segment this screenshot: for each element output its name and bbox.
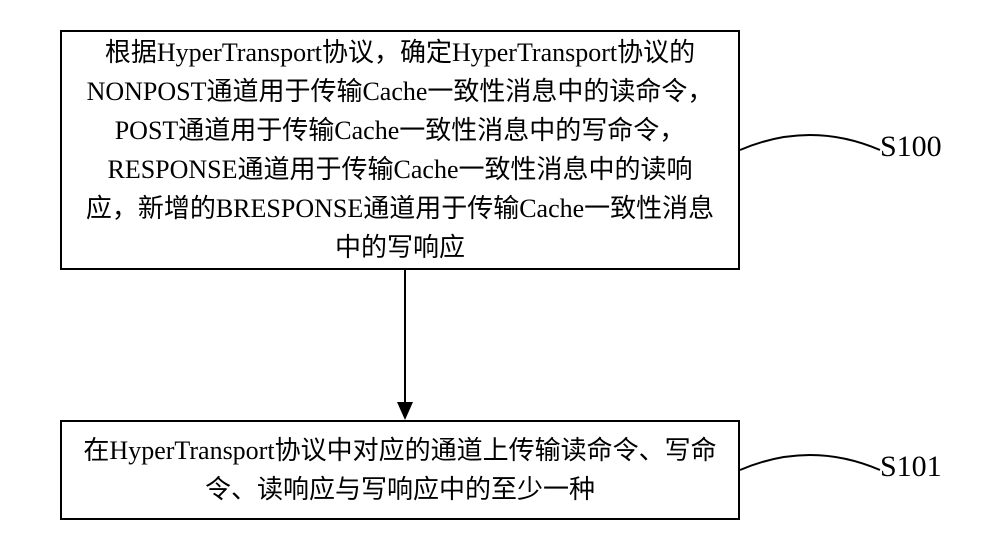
flow-label-s100: S100 — [880, 130, 942, 164]
flow-node-s101: 在HyperTransport协议中对应的通道上传输读命令、写命令、读响应与写响… — [60, 420, 740, 520]
flowchart-canvas: 根据HyperTransport协议，确定HyperTransport协议的NO… — [0, 0, 1000, 559]
flow-node-s100: 根据HyperTransport协议，确定HyperTransport协议的NO… — [60, 30, 740, 270]
flow-node-s100-text: 根据HyperTransport协议，确定HyperTransport协议的NO… — [82, 33, 718, 267]
flow-label-s101: S101 — [880, 450, 942, 484]
flow-edge-arrow — [395, 270, 415, 420]
flow-node-s101-text: 在HyperTransport协议中对应的通道上传输读命令、写命令、读响应与写响… — [82, 431, 718, 509]
